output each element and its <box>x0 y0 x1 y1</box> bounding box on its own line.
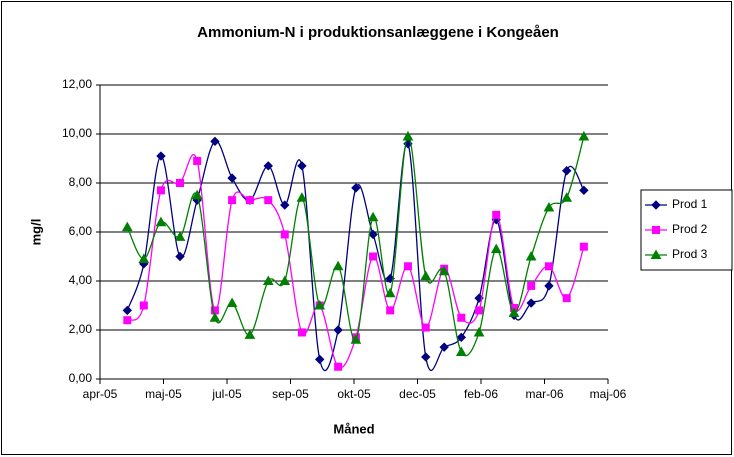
marker <box>562 166 572 176</box>
marker <box>492 210 501 219</box>
marker <box>578 130 590 141</box>
marker <box>314 299 326 310</box>
marker <box>350 334 362 344</box>
marker <box>527 281 536 290</box>
y-tick-label: 6,00 <box>69 224 93 238</box>
marker <box>650 249 662 259</box>
marker <box>334 362 343 371</box>
marker <box>227 173 237 183</box>
marker <box>138 253 150 263</box>
series-line <box>126 153 585 369</box>
marker <box>244 329 256 339</box>
legend-label: Prod 3 <box>672 247 708 261</box>
marker <box>263 161 273 171</box>
marker <box>193 156 202 165</box>
x-tick-label: sep-05 <box>272 387 309 401</box>
y-tick-label: 2,00 <box>69 322 93 336</box>
marker <box>156 186 165 195</box>
marker <box>490 243 502 254</box>
marker <box>457 313 466 322</box>
marker <box>403 262 412 271</box>
marker <box>508 307 520 317</box>
marker <box>456 332 467 343</box>
marker <box>174 231 186 241</box>
marker <box>175 251 185 262</box>
y-tick-label: 12,00 <box>62 77 92 91</box>
marker <box>228 196 237 205</box>
marker <box>262 275 274 285</box>
x-tick-label: apr-05 <box>83 387 118 401</box>
marker <box>123 316 132 325</box>
marker <box>439 342 449 352</box>
marker <box>369 252 378 261</box>
marker <box>280 230 289 239</box>
x-tick-label: jul-05 <box>211 387 242 401</box>
x-tick-label: dec-05 <box>399 387 436 401</box>
marker <box>209 312 221 322</box>
marker <box>525 250 537 261</box>
marker <box>420 270 432 281</box>
marker <box>473 326 485 337</box>
marker <box>579 242 588 251</box>
marker <box>526 298 536 308</box>
y-tick-label: 8,00 <box>69 175 93 189</box>
marker <box>421 323 430 332</box>
x-tick-label: feb-06 <box>464 387 498 401</box>
y-axis-title: mg/l <box>28 219 43 246</box>
marker <box>455 346 467 357</box>
marker <box>333 325 343 335</box>
y-tick-label: 10,00 <box>62 126 92 140</box>
legend-label: Prod 2 <box>672 222 708 236</box>
x-tick-label: maj-05 <box>145 387 182 401</box>
marker <box>297 161 307 171</box>
marker <box>579 185 589 196</box>
marker <box>122 305 133 316</box>
marker <box>543 201 555 212</box>
marker <box>438 265 450 276</box>
marker <box>297 328 306 337</box>
marker <box>651 200 661 210</box>
x-tick-label: mar-06 <box>525 387 563 401</box>
marker <box>191 189 203 200</box>
x-tick-label: maj-06 <box>590 387 627 401</box>
marker <box>384 287 396 298</box>
marker <box>351 183 361 193</box>
chart-title: Ammonium-N i produktionsanlæggene i Kong… <box>197 24 559 41</box>
marker <box>475 306 484 315</box>
marker <box>280 200 290 210</box>
marker <box>544 262 553 271</box>
marker <box>421 352 431 362</box>
marker <box>544 281 554 291</box>
marker <box>210 136 220 147</box>
marker <box>121 221 133 232</box>
x-axis-title: Måned <box>333 421 374 436</box>
marker <box>652 226 660 234</box>
legend-label: Prod 1 <box>672 197 708 211</box>
marker <box>155 216 167 227</box>
marker <box>367 211 379 222</box>
marker <box>156 151 166 161</box>
marker <box>296 192 308 202</box>
marker <box>386 306 395 315</box>
marker <box>368 229 378 240</box>
y-tick-label: 4,00 <box>69 273 93 287</box>
x-tick-label: okt-05 <box>337 387 371 401</box>
marker <box>332 260 344 271</box>
marker <box>245 196 254 205</box>
marker <box>562 294 571 303</box>
marker <box>226 297 238 308</box>
marker <box>139 301 148 310</box>
marker <box>264 196 273 205</box>
marker <box>279 275 291 285</box>
marker <box>402 130 414 141</box>
marker <box>315 354 325 365</box>
y-tick-label: 0,00 <box>69 371 93 385</box>
marker <box>561 192 573 202</box>
marker <box>176 179 185 187</box>
